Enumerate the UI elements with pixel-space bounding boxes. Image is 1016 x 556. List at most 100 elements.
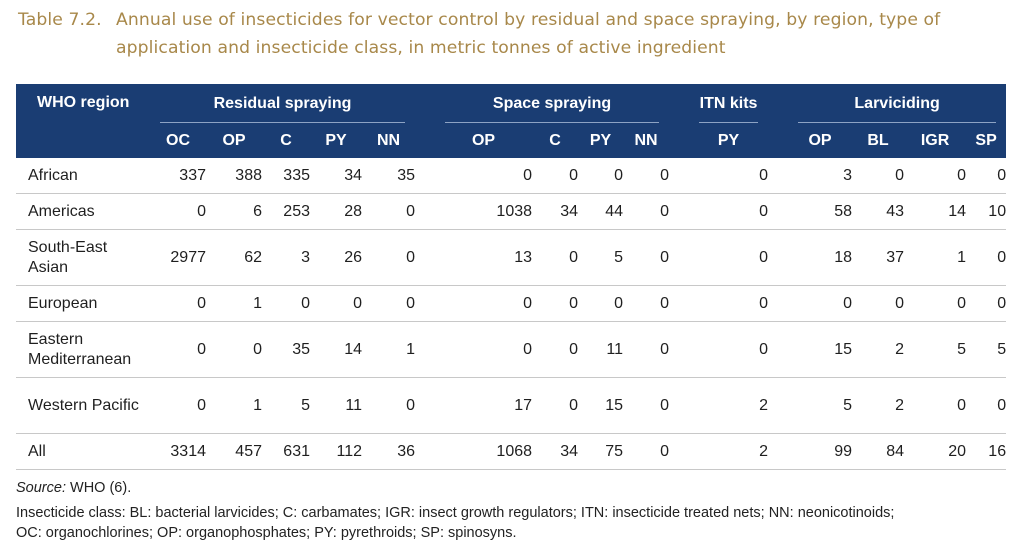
- value-cell-residual: 62: [206, 229, 262, 286]
- value-cell-itn: 2: [689, 377, 769, 434]
- class-legend-line-2: OC: organochlorines; OP: organophosphate…: [16, 525, 517, 541]
- value-cell-larviciding: 0: [904, 285, 967, 322]
- value-cell-residual: 631: [262, 433, 310, 470]
- value-cell-itn: 0: [689, 158, 769, 194]
- value-cell-residual: 388: [206, 158, 262, 194]
- value-cell-space: 15: [578, 377, 624, 434]
- value-cell-itn: 0: [689, 229, 769, 286]
- value-cell-residual: 253: [262, 193, 310, 230]
- value-cell-residual: 0: [150, 193, 206, 230]
- value-cell-larviciding: 16: [966, 433, 1007, 470]
- col-larv-bl: BL: [852, 123, 905, 158]
- column-gap: [768, 377, 789, 434]
- column-gap: [669, 321, 690, 378]
- value-cell-space: 44: [578, 193, 624, 230]
- col-residual-oc: OC: [150, 123, 206, 158]
- region-header: WHO region: [16, 84, 150, 158]
- value-cell-residual: 26: [310, 229, 362, 286]
- table-row: South-East Asian 2977 62 3 26 0 13 0 5 0 0 18 37 1 0: [16, 229, 1007, 286]
- col-space-nn: NN: [623, 123, 670, 158]
- col-space-op: OP: [435, 123, 533, 158]
- value-cell-larviciding: 5: [904, 321, 967, 378]
- value-cell-larviciding: 84: [852, 433, 905, 470]
- column-gap: [415, 193, 436, 230]
- value-cell-residual: 0: [362, 285, 416, 322]
- value-cell-residual: 0: [310, 285, 362, 322]
- value-cell-space: 0: [623, 377, 670, 434]
- group-divider: [160, 122, 406, 123]
- value-cell-larviciding: 14: [904, 193, 967, 230]
- value-cell-space: 0: [578, 158, 624, 194]
- col-larv-igr: IGR: [904, 123, 967, 158]
- region-name: Western Pacific: [16, 377, 150, 434]
- value-cell-space: 1068: [435, 433, 533, 470]
- value-cell-space: 0: [623, 433, 670, 470]
- value-cell-residual: 2977: [150, 229, 206, 286]
- column-gap: [415, 158, 436, 194]
- value-cell-space: 0: [623, 321, 670, 378]
- value-cell-residual: 0: [262, 285, 310, 322]
- value-cell-residual: 0: [206, 321, 262, 378]
- column-gap: [768, 193, 789, 230]
- group-space-label: Space spraying: [492, 94, 612, 112]
- value-cell-itn: 2: [689, 433, 769, 470]
- group-residual-label: Residual spraying: [213, 94, 352, 112]
- group-header-row: WHO region Residual spraying Space spray…: [16, 84, 1007, 158]
- value-cell-residual: 3314: [150, 433, 206, 470]
- value-cell-residual: 0: [150, 285, 206, 322]
- value-cell-larviciding: 0: [904, 158, 967, 194]
- value-cell-space: 17: [435, 377, 533, 434]
- value-cell-larviciding: 3: [788, 158, 853, 194]
- value-cell-residual: 0: [362, 193, 416, 230]
- column-gap: [415, 229, 436, 286]
- column-gap: [768, 229, 789, 286]
- col-residual-nn: NN: [362, 123, 416, 158]
- table-row: All 3314 457 631 112 36 1068 34 75 0 2 99 84 20 16: [16, 433, 1007, 470]
- table-row: Eastern Mediterranean 0 0 35 14 1 0 0 11 0 0 15 2 5 5: [16, 321, 1007, 378]
- value-cell-residual: 1: [206, 377, 262, 434]
- region-name: African: [16, 158, 150, 194]
- group-divider: [445, 122, 660, 123]
- value-cell-space: 5: [578, 229, 624, 286]
- column-gap: [669, 193, 690, 230]
- value-cell-larviciding: 0: [852, 158, 905, 194]
- value-cell-residual: 0: [150, 377, 206, 434]
- value-cell-larviciding: 10: [966, 193, 1007, 230]
- column-gap: [669, 158, 690, 194]
- column-gap: [768, 321, 789, 378]
- value-cell-residual: 5: [262, 377, 310, 434]
- value-cell-residual: 112: [310, 433, 362, 470]
- value-cell-larviciding: 37: [852, 229, 905, 286]
- class-legend-line-1: Insecticide class: BL: bacterial larvici…: [16, 505, 895, 521]
- value-cell-space: 1038: [435, 193, 533, 230]
- value-cell-space: 11: [578, 321, 624, 378]
- value-cell-larviciding: 0: [852, 285, 905, 322]
- table-number: Table 7.2.: [18, 10, 102, 30]
- region-name: Americas: [16, 193, 150, 230]
- value-cell-space: 0: [435, 158, 533, 194]
- value-cell-residual: 34: [310, 158, 362, 194]
- region-name: South-East Asian: [16, 229, 150, 286]
- value-cell-itn: 0: [689, 321, 769, 378]
- value-cell-residual: 6: [206, 193, 262, 230]
- column-gap: [669, 285, 690, 322]
- value-cell-residual: 0: [362, 229, 416, 286]
- value-cell-larviciding: 0: [966, 158, 1007, 194]
- value-cell-residual: 28: [310, 193, 362, 230]
- group-itn-label: ITN kits: [699, 94, 758, 112]
- value-cell-space: 0: [532, 229, 579, 286]
- value-cell-itn: 0: [689, 285, 769, 322]
- value-cell-space: 0: [623, 229, 670, 286]
- value-cell-space: 0: [578, 285, 624, 322]
- table-notes: Source: WHO (6). Insecticide class: BL: …: [16, 478, 996, 543]
- source-value: WHO (6).: [70, 480, 132, 496]
- value-cell-larviciding: 0: [966, 285, 1007, 322]
- column-gap: [768, 158, 789, 194]
- region-name: European: [16, 285, 150, 322]
- value-cell-space: 75: [578, 433, 624, 470]
- value-cell-residual: 1: [362, 321, 416, 378]
- value-cell-residual: 337: [150, 158, 206, 194]
- column-gap: [669, 433, 690, 470]
- value-cell-residual: 0: [362, 377, 416, 434]
- col-residual-c: C: [262, 123, 310, 158]
